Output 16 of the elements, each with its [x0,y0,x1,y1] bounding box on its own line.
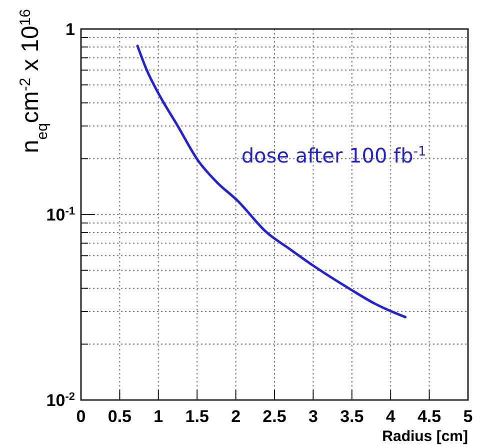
x-tick-label: 1.5 [185,407,209,426]
y-tick-label: 1 [66,20,75,39]
y-tick-label: 10$^{-1}$ [46,206,75,224]
y-tick-label: 10$^{-2}$ [46,391,75,410]
x-tick-label: 2.5 [262,407,286,426]
x-axis-title: Radius [cm] [382,428,468,445]
x-tick-label: 2 [231,407,241,426]
x-tick-label: 3 [308,407,318,426]
x-tick-label: 0.5 [108,407,132,426]
x-tick-label: 4.5 [417,407,442,426]
x-tick-label: 1 [154,407,164,426]
x-tick-label: 3.5 [340,407,364,426]
x-tick-label: 5 [463,407,473,426]
x-tick-label: 0 [76,407,86,426]
series-label: dose after 100 fb$^{-1}$ [241,143,426,168]
x-tick-label: 4 [386,407,396,426]
